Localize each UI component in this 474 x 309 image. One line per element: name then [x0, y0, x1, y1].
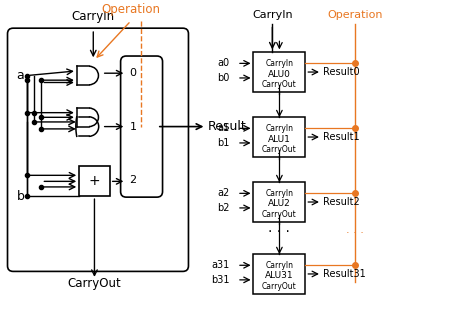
- Text: CarryOut: CarryOut: [262, 145, 297, 154]
- Text: Operation: Operation: [327, 10, 383, 19]
- Text: CarryIn: CarryIn: [265, 189, 293, 198]
- Text: Result0: Result0: [323, 67, 360, 77]
- Text: 2: 2: [129, 175, 137, 185]
- Text: CarryOut: CarryOut: [262, 210, 297, 219]
- Text: b0: b0: [218, 73, 230, 83]
- Text: ALU31: ALU31: [265, 271, 294, 281]
- Text: Result: Result: [208, 120, 246, 133]
- Text: 1: 1: [129, 121, 137, 132]
- Text: CarryIn: CarryIn: [72, 10, 115, 23]
- Text: Result2: Result2: [323, 197, 360, 207]
- Text: b1: b1: [218, 138, 230, 148]
- Text: a: a: [17, 69, 24, 82]
- Text: ALU0: ALU0: [268, 70, 291, 78]
- Text: · · ·: · · ·: [346, 228, 364, 238]
- Text: a1: a1: [218, 123, 230, 133]
- Text: +: +: [89, 174, 100, 188]
- Text: ALU2: ALU2: [268, 200, 291, 209]
- Text: CarryIn: CarryIn: [252, 10, 292, 19]
- Text: CarryIn: CarryIn: [265, 124, 293, 133]
- Text: CarryIn: CarryIn: [265, 261, 293, 270]
- Text: a0: a0: [218, 58, 230, 68]
- Text: · · ·: · · ·: [268, 225, 291, 239]
- Text: CarryOut: CarryOut: [68, 277, 121, 290]
- Text: 0: 0: [129, 68, 137, 78]
- Text: a31: a31: [212, 260, 230, 270]
- Text: Result31: Result31: [323, 269, 366, 279]
- Text: a2: a2: [218, 188, 230, 198]
- Text: b2: b2: [218, 203, 230, 213]
- Text: Operation: Operation: [101, 3, 161, 16]
- Text: b31: b31: [211, 275, 230, 285]
- Text: CarryOut: CarryOut: [262, 282, 297, 291]
- Text: ALU1: ALU1: [268, 134, 291, 143]
- Text: b: b: [17, 190, 24, 203]
- Text: CarryIn: CarryIn: [265, 59, 293, 68]
- Text: Result1: Result1: [323, 132, 360, 142]
- Text: CarryOut: CarryOut: [262, 80, 297, 89]
